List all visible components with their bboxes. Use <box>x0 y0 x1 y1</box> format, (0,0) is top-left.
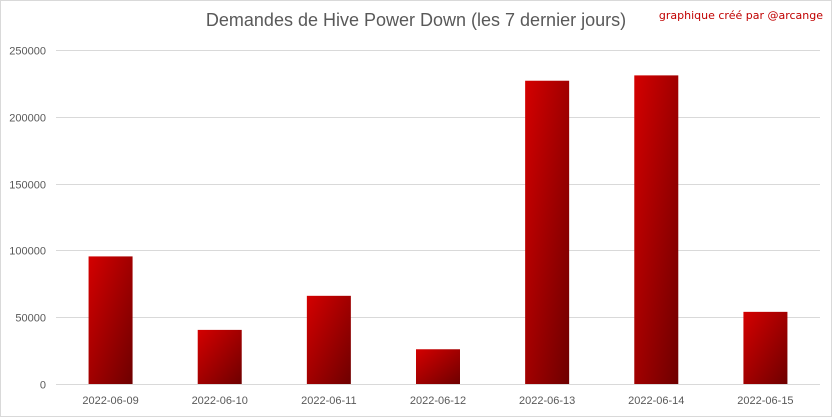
x-tick-label: 2022-06-10 <box>192 395 248 407</box>
bars <box>88 75 788 384</box>
x-tick-label: 2022-06-15 <box>737 395 793 407</box>
x-tick-label: 2022-06-14 <box>628 395 684 407</box>
y-tick-label: 150000 <box>9 180 46 192</box>
bar-2022-06-13 <box>525 80 570 384</box>
bar-2022-06-14 <box>634 75 679 384</box>
y-axis-ticks: 0 50000 100000 150000 200000 250000 <box>9 46 46 392</box>
bar-2022-06-12 <box>416 349 460 384</box>
x-tick-label: 2022-06-12 <box>410 395 466 407</box>
x-tick-label: 2022-06-13 <box>519 395 575 407</box>
x-axis-ticks: 2022-06-09 2022-06-10 2022-06-11 2022-06-12… <box>82 395 793 407</box>
y-tick-label: 250000 <box>9 46 46 58</box>
x-tick-label: 2022-06-11 <box>301 395 356 407</box>
bar-2022-06-10 <box>197 329 242 384</box>
bar-2022-06-11 <box>306 295 351 384</box>
bar-2022-06-09 <box>88 256 133 384</box>
gridlines <box>56 50 820 385</box>
x-tick-label: 2022-06-09 <box>82 395 138 407</box>
y-tick-label: 100000 <box>9 246 46 258</box>
y-tick-label: 50000 <box>15 313 46 325</box>
chart-title: Demandes de Hive Power Down (les 7 derni… <box>205 10 627 30</box>
y-tick-label: 200000 <box>9 113 46 125</box>
bar-2022-06-15 <box>743 311 788 384</box>
chart-credit: graphique créé par @arcange <box>658 9 823 22</box>
y-tick-label: 0 <box>40 380 46 392</box>
